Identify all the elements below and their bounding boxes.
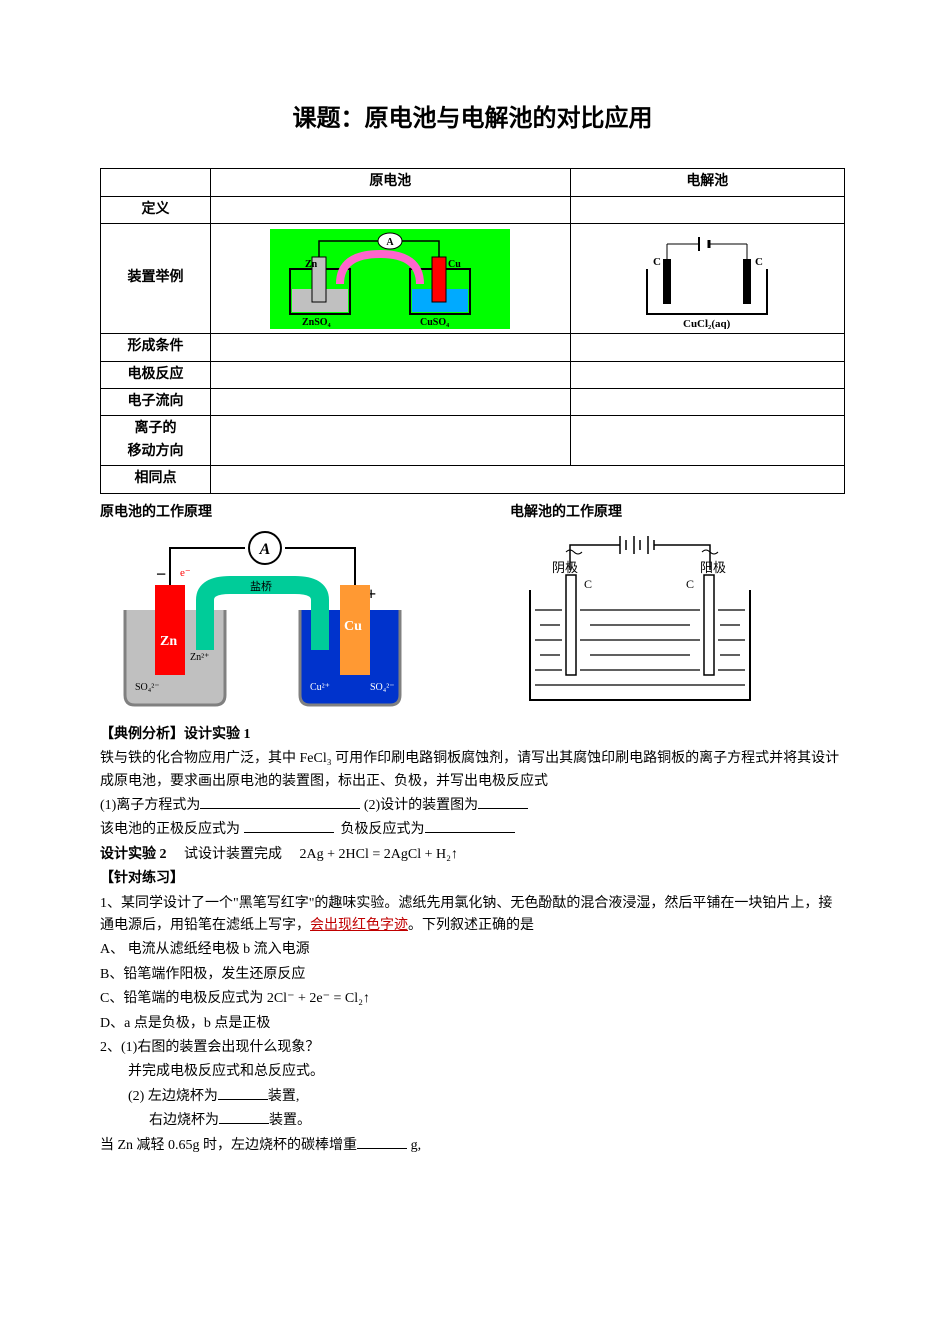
svg-text:SO₄²⁻: SO₄²⁻ xyxy=(370,682,395,693)
svg-text:C: C xyxy=(686,577,694,591)
svg-text:A: A xyxy=(387,237,395,248)
svg-text:盐桥: 盐桥 xyxy=(250,580,272,593)
label-electrode: 电极反应 xyxy=(101,361,211,388)
galvanic-principle-icon: A − + e⁻ Zn Cu 盐桥 Zn²⁺ Cu²⁺ SO₄²⁻ SO₄²⁻ xyxy=(100,530,430,710)
example-title: 【典例分析】设计实验 1 xyxy=(100,724,845,746)
compare-table: 原电池 电解池 定义 装置举例 xyxy=(100,168,845,493)
cell-electrolytic-diagram: C C CuCl₂(aq) xyxy=(570,224,844,334)
label-condition: 形成条件 xyxy=(101,334,211,361)
svg-text:C: C xyxy=(584,577,592,591)
svg-text:C: C xyxy=(755,256,763,268)
option-C: C、铅笔端的电极反应式为 2Cl⁻ + 2e⁻ = Cl₂↑ xyxy=(100,988,845,1010)
practice-title: 【针对练习】 xyxy=(100,868,845,890)
option-D: D、a 点是负极，b 点是正极 xyxy=(100,1013,845,1035)
svg-text:Zn²⁺: Zn²⁺ xyxy=(190,652,209,663)
electrolytic-principle-title: 电解池的工作原理 xyxy=(510,502,770,524)
row-electrode: 电极反应 xyxy=(101,361,845,388)
table-header-row: 原电池 电解池 xyxy=(101,169,845,196)
row-definition: 定义 xyxy=(101,196,845,223)
practice-2-1: 2、(1)右图的装置会出现什么现象？ xyxy=(100,1037,845,1059)
svg-text:Cu²⁺: Cu²⁺ xyxy=(310,682,330,693)
practice-2-2: 并完成电极反应式和总反应式。 xyxy=(100,1061,845,1083)
label-same: 相同点 xyxy=(101,466,211,493)
cell-galvanic-diagram: A Zn Cu ZnSO₄ CuSO₄ xyxy=(211,224,571,334)
row-ion: 离子的移动方向 xyxy=(101,416,845,466)
example2-line: 设计实验 2 试设计装置完成 2Ag + 2HCl = 2AgCl + H₂↑ xyxy=(100,844,845,866)
svg-text:Cu: Cu xyxy=(344,619,362,634)
svg-text:CuSO₄: CuSO₄ xyxy=(420,317,449,328)
principle-row: 原电池的工作原理 A − + e⁻ Zn Cu 盐桥 Zn²⁺ Cu²⁺ xyxy=(100,502,845,710)
electrolytic-principle-icon: 阴极 阳极 C C xyxy=(510,530,770,710)
row-same: 相同点 xyxy=(101,466,845,493)
label-definition: 定义 xyxy=(101,196,211,223)
galvanic-mini-icon: A Zn Cu ZnSO₄ CuSO₄ xyxy=(270,229,510,329)
galvanic-principle: 原电池的工作原理 A − + e⁻ Zn Cu 盐桥 Zn²⁺ Cu²⁺ xyxy=(100,502,430,710)
svg-text:CuCl₂(aq): CuCl₂(aq) xyxy=(683,318,731,329)
svg-text:Zn: Zn xyxy=(160,634,177,649)
row-device: 装置举例 A Zn Cu Z xyxy=(101,224,845,334)
electrolytic-mini-icon: C C CuCl₂(aq) xyxy=(617,229,797,329)
head-galvanic: 原电池 xyxy=(211,169,571,196)
svg-text:Cu: Cu xyxy=(448,259,461,270)
row-condition: 形成条件 xyxy=(101,334,845,361)
practice-2-5: 当 Zn 减轻 0.65g 时，左边烧杯的碳棒增重 g, xyxy=(100,1135,845,1157)
option-B: B、铅笔端作阳极，发生还原反应 xyxy=(100,964,845,986)
label-device: 装置举例 xyxy=(101,224,211,334)
svg-text:−: − xyxy=(156,564,166,584)
practice-1-stem: 1、某同学设计了一个"黑笔写红字"的趣味实验。滤纸先用氯化钠、无色酚酞的混合液浸… xyxy=(100,893,845,938)
label-eflow: 电子流向 xyxy=(101,388,211,415)
option-A: A、 电流从滤纸经电极 b 流入电源 xyxy=(100,939,845,961)
svg-text:e⁻: e⁻ xyxy=(180,567,191,579)
svg-text:SO₄²⁻: SO₄²⁻ xyxy=(135,682,160,693)
galvanic-principle-title: 原电池的工作原理 xyxy=(100,502,430,524)
example-stem: 铁与铁的化合物应用广泛，其中 FeCl₃ 可用作印刷电路铜板腐蚀剂，请写出其腐蚀… xyxy=(100,748,845,793)
head-blank xyxy=(101,169,211,196)
svg-text:阳极: 阳极 xyxy=(700,560,726,575)
svg-text:阴极: 阴极 xyxy=(552,560,578,575)
svg-text:ZnSO₄: ZnSO₄ xyxy=(302,317,331,328)
head-electrolytic: 电解池 xyxy=(570,169,844,196)
example-line-1: (1)离子方程式为 (2)设计的装置图为 xyxy=(100,795,845,817)
row-eflow: 电子流向 xyxy=(101,388,845,415)
electrolytic-principle: 电解池的工作原理 阴极 阳极 C C xyxy=(510,502,770,710)
label-ion: 离子的移动方向 xyxy=(101,416,211,466)
body-text: 【典例分析】设计实验 1 铁与铁的化合物应用广泛，其中 FeCl₃ 可用作印刷电… xyxy=(100,724,845,1157)
example-line-2: 该电池的正极反应式为 负极反应式为 xyxy=(100,819,845,841)
svg-text:Zn: Zn xyxy=(305,259,318,270)
page-title: 课题：原电池与电解池的对比应用 xyxy=(100,100,845,138)
practice-2-4: 右边烧杯为装置。 xyxy=(100,1110,845,1132)
practice-2-3: (2) 左边烧杯为装置, xyxy=(100,1086,845,1108)
svg-text:C: C xyxy=(653,256,661,268)
svg-text:A: A xyxy=(259,541,271,558)
